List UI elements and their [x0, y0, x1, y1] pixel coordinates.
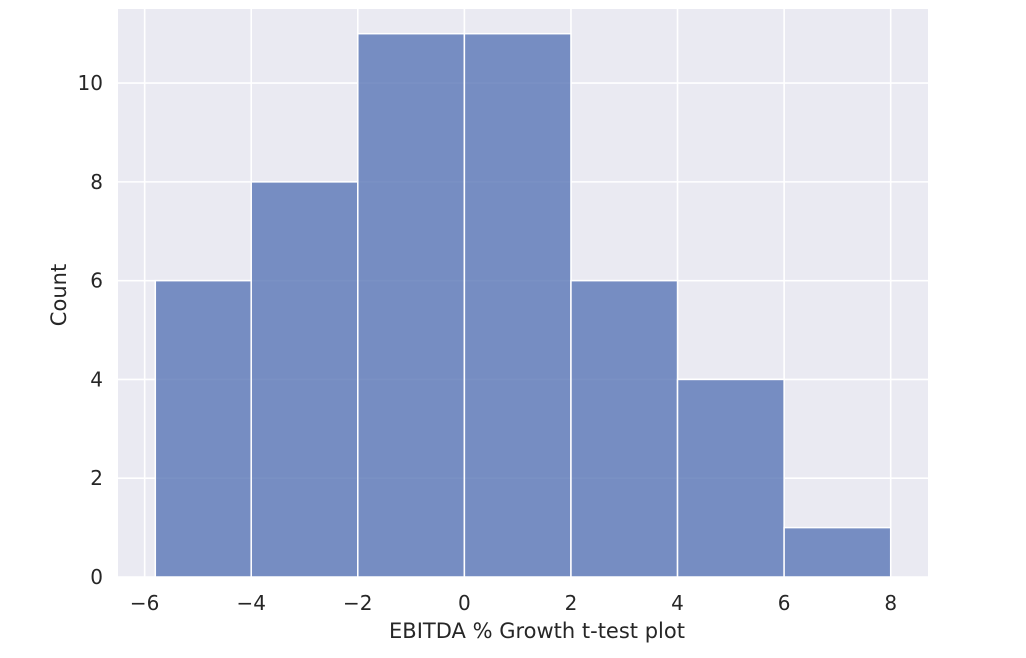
x-tick-label: −4: [236, 591, 265, 615]
x-tick-label: 2: [565, 591, 578, 615]
x-tick-label: −6: [130, 591, 159, 615]
x-axis-label: EBITDA % Growth t-test plot: [389, 619, 685, 643]
histogram-bar-5: [570, 279, 679, 578]
y-tick-label: 8: [90, 170, 103, 194]
y-axis-ticks: 0 2 4 6 8 10: [78, 71, 103, 589]
y-axis-label: Count: [47, 264, 71, 326]
histogram-bar-3: [357, 32, 466, 578]
histogram-bar-1: [154, 279, 252, 578]
x-tick-label: 0: [458, 591, 471, 615]
y-tick-label: 2: [90, 466, 103, 490]
y-tick-label: 10: [78, 71, 103, 95]
histogram-bar-7: [783, 526, 892, 578]
histogram-bar-2: [250, 181, 359, 578]
histogram-bar-6: [676, 378, 785, 578]
x-axis-ticks: −6 −4 −2 0 2 4 6 8: [130, 591, 897, 615]
x-tick-label: 4: [671, 591, 684, 615]
y-tick-label: 4: [90, 367, 103, 391]
histogram-bar-4: [463, 32, 572, 578]
x-tick-label: 8: [884, 591, 897, 615]
y-tick-label: 6: [90, 269, 103, 293]
x-tick-label: −2: [343, 591, 372, 615]
histogram-bars: [154, 32, 892, 578]
x-tick-label: 6: [778, 591, 791, 615]
y-tick-label: 0: [90, 565, 103, 589]
